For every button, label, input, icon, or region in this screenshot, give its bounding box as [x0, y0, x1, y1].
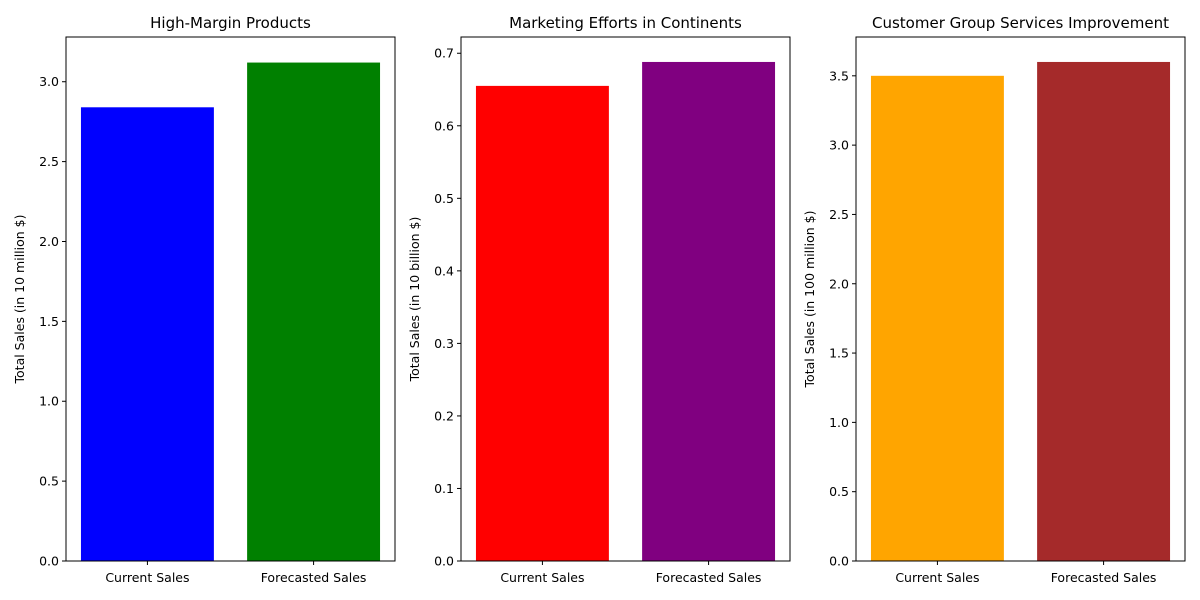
y-tick-label: 2.0: [829, 276, 849, 291]
axes-frame: [855, 36, 1186, 562]
y-tick-label: 1.0: [829, 415, 849, 430]
y-axis-label: Total Sales (in 10 billion $): [407, 217, 422, 383]
y-tick-label: 0.1: [434, 481, 454, 496]
axes-frame: [460, 36, 791, 562]
panel-customer-group-services: 0.0 0.5 1.0 1.5 2.0 2.5 3.0 3.5 Current Sales For…: [802, 14, 1186, 585]
bar-forecasted-sales: [247, 62, 381, 561]
panel-marketing-efforts: 0.0 0.1 0.2 0.3 0.4 0.5 0.6 0.7 Current Sales For…: [407, 14, 791, 585]
y-tick-label: 0.6: [434, 118, 454, 133]
y-tick-label: 1.0: [39, 394, 59, 409]
y-tick-label: 0.0: [829, 554, 849, 569]
chart-title: Marketing Efforts in Continents: [509, 14, 742, 32]
y-tick-label: 0.5: [829, 484, 849, 499]
x-tick-label: Forecasted Sales: [261, 570, 367, 585]
y-tick-label: 0.0: [434, 554, 454, 569]
y-tick-label: 0.3: [434, 336, 454, 351]
bar-forecasted-sales: [642, 61, 776, 561]
x-tick-label: Current Sales: [500, 570, 584, 585]
bar-current-sales: [870, 75, 1004, 561]
y-tick-label: 3.5: [829, 68, 849, 83]
chart-title: High-Margin Products: [150, 14, 311, 32]
x-tick-label: Current Sales: [895, 570, 979, 585]
x-tick-label: Forecasted Sales: [1051, 570, 1157, 585]
y-tick-label: 1.5: [829, 346, 849, 361]
y-tick-label: 0.5: [434, 191, 454, 206]
y-tick-label: 0.7: [434, 46, 454, 61]
bar-current-sales: [80, 107, 214, 561]
y-tick-label: 3.0: [39, 74, 59, 89]
y-tick-label: 3.0: [829, 138, 849, 153]
chart-title: Customer Group Services Improvement: [872, 14, 1169, 32]
y-tick-label: 0.2: [434, 408, 454, 423]
y-tick-label: 1.5: [39, 314, 59, 329]
y-tick-label: 0.5: [39, 474, 59, 489]
y-tick-label: 0.0: [39, 554, 59, 569]
x-tick-label: Current Sales: [105, 570, 189, 585]
y-axis-label: Total Sales (in 10 million $): [12, 215, 27, 385]
axes-frame: [65, 36, 396, 562]
y-tick-label: 2.5: [39, 154, 59, 169]
bar-forecasted-sales: [1037, 61, 1171, 561]
y-axis-label: Total Sales (in 100 million $): [802, 211, 817, 389]
y-tick-label: 2.5: [829, 207, 849, 222]
x-tick-label: Forecasted Sales: [656, 570, 762, 585]
bar-current-sales: [475, 85, 609, 562]
y-tick-label: 0.4: [434, 263, 454, 278]
panel-high-margin-products: 0.0 0.5 1.0 1.5 2.0 2.5 3.0 Current Sales Foreca…: [12, 14, 396, 585]
y-tick-label: 2.0: [39, 234, 59, 249]
